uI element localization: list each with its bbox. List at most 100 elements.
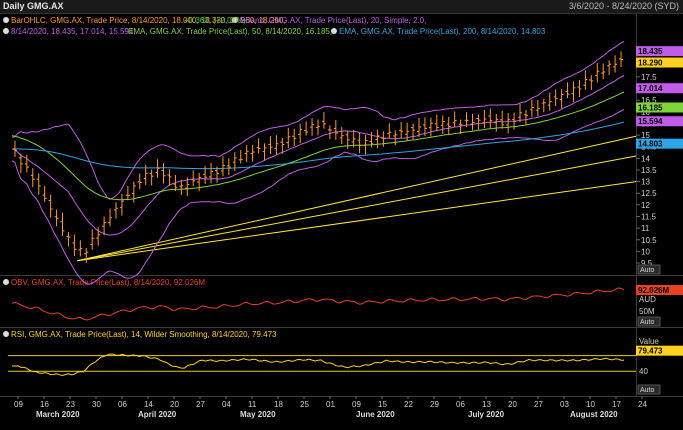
ohlc-bar [583, 70, 588, 90]
legend-eye-icon[interactable] [331, 28, 337, 34]
legend-eye-icon[interactable] [3, 28, 9, 34]
bb-lower-marker-box [636, 116, 683, 127]
ema50-marker-box [636, 102, 683, 113]
y-tick-label: 10 [641, 247, 650, 256]
month-label: March 2020 [36, 410, 80, 419]
legend-eye-icon[interactable] [3, 17, 9, 23]
ohlc-bar [535, 100, 540, 117]
obv-auto-label: Auto [640, 319, 655, 326]
ohlc-bar [214, 166, 219, 183]
month-label: July 2020 [468, 410, 505, 419]
rsi-axis-title: Value [639, 337, 659, 346]
ohlc-bar [339, 127, 344, 145]
y-tick-label: 16.5 [641, 96, 657, 105]
rsi-line [8, 353, 636, 377]
ohlc-bar [179, 179, 184, 196]
ohlc-bar [565, 82, 570, 99]
ohlc-bar [42, 185, 47, 202]
legend-eye-icon[interactable] [3, 279, 9, 285]
x-tick-label: 10 [586, 400, 595, 409]
price-auto-button[interactable] [637, 264, 661, 275]
ohlc-bar [428, 117, 433, 137]
ohlc-bar [327, 125, 332, 140]
ohlc-bar [577, 80, 582, 98]
ohlc-bar [321, 112, 326, 129]
y-tick-label: 13 [641, 178, 650, 187]
ohlc-bar [607, 60, 612, 76]
obv-marker-label: 92.026M [638, 286, 669, 295]
ohlc-bar [197, 172, 202, 192]
ohlc-bar [143, 164, 148, 186]
ohlc-bar [48, 194, 53, 218]
close-marker-label: 18.290 [638, 59, 663, 68]
ohlc-bar [506, 113, 511, 134]
rsi-panel [0, 328, 683, 396]
y-tick-label: 13.5 [641, 166, 657, 175]
legend-eye-icon[interactable] [3, 331, 9, 337]
ohlc-bar [84, 247, 89, 263]
ohlc-bar [547, 92, 552, 111]
x-tick-label: 15 [378, 400, 387, 409]
x-tick-label: 24 [638, 400, 647, 409]
bb-lower-marker: 15.594 [636, 116, 683, 127]
y-tick-label: 11.5 [641, 212, 657, 221]
ohlc-bar [24, 154, 29, 173]
ema200-marker-box [636, 138, 683, 149]
x-tick-label: 06 [456, 400, 465, 409]
ohlc-bar [619, 51, 624, 67]
rsi-marker: 79.473 [636, 345, 683, 356]
ohlc-bar [304, 121, 309, 136]
x-tick-label: 23 [66, 400, 75, 409]
ohlc-bar [529, 99, 534, 117]
x-tick-label: 27 [196, 400, 205, 409]
date-range: 3/6/2020 - 8/24/2020 (SYD) [568, 1, 679, 11]
x-tick-label: 14 [144, 400, 153, 409]
ema200-line [11, 121, 625, 170]
legend-change: +0.360, (+2.01%) [184, 16, 246, 25]
ohlc-bar [203, 166, 208, 184]
ohlc-bar [363, 134, 368, 155]
ohlc-bar [102, 216, 107, 236]
ohlc-bar [446, 117, 451, 135]
ohlc-bar [399, 122, 404, 139]
x-tick-label: 22 [404, 400, 413, 409]
ema50-marker-label: 16.185 [638, 103, 663, 112]
ohlc-bar [220, 156, 225, 177]
trendline-lower [77, 181, 637, 262]
trendline-middle [77, 155, 637, 262]
obv-marker: 92.026M [636, 285, 683, 295]
y-tick-label: 15 [641, 131, 650, 140]
ohlc-bar [113, 202, 118, 219]
obv-panel [0, 276, 683, 327]
ohlc-bar [78, 240, 83, 257]
ohlc-bar [476, 114, 481, 130]
rsi-auto-button[interactable] [637, 384, 661, 395]
ohlc-bar [173, 174, 178, 191]
ohlc-bar [482, 110, 487, 129]
ohlc-bar [36, 173, 41, 195]
ohlc-bar [72, 234, 77, 256]
ohlc-bar [411, 123, 416, 140]
legend-obv: OBV, GMG.AX, Trade Price(Last), 8/14/202… [11, 278, 205, 287]
ohlc-bar [381, 131, 386, 147]
ohlc-bar [18, 153, 23, 174]
bb-upper-marker-box [636, 46, 683, 57]
bb-lower-line [11, 108, 625, 285]
y-tick-label: 12.5 [641, 189, 657, 198]
bb-middle-marker: 17.014 [636, 83, 683, 94]
y-tick-label: 12 [641, 201, 650, 210]
obv-auto-button[interactable] [637, 316, 661, 327]
date-x-axis: 09 16 23 30 06 14 20 27 04 11 18 25 01 09 15 22 29 06 13 20… [14, 396, 647, 419]
ema200-marker-label: 14.803 [638, 140, 663, 149]
ohlc-bar [559, 89, 564, 109]
x-tick-label: 09 [14, 400, 23, 409]
ohlc-bar [369, 132, 374, 148]
rsi-auto-label: Auto [640, 387, 655, 394]
legend-eye-icon[interactable] [232, 17, 238, 23]
x-tick-label: 01 [326, 400, 335, 409]
obv-line [11, 287, 625, 321]
ohlc-bar [452, 111, 457, 128]
ohlc-bar [541, 98, 546, 113]
ohlc-bar [310, 118, 315, 136]
ohlc-bar [405, 122, 410, 141]
